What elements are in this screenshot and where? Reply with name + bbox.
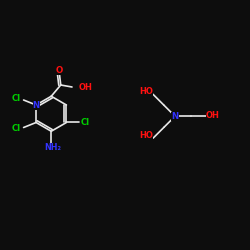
Text: Cl: Cl [81, 118, 90, 127]
Text: OH: OH [78, 82, 92, 92]
Text: Cl: Cl [12, 124, 21, 133]
Text: HO: HO [139, 131, 153, 140]
Text: N: N [172, 112, 178, 121]
Text: N: N [32, 100, 40, 110]
Text: Cl: Cl [12, 94, 21, 103]
Text: NH₂: NH₂ [44, 143, 61, 152]
Text: HO: HO [139, 87, 153, 96]
Text: O: O [56, 66, 63, 75]
Text: OH: OH [206, 110, 220, 120]
